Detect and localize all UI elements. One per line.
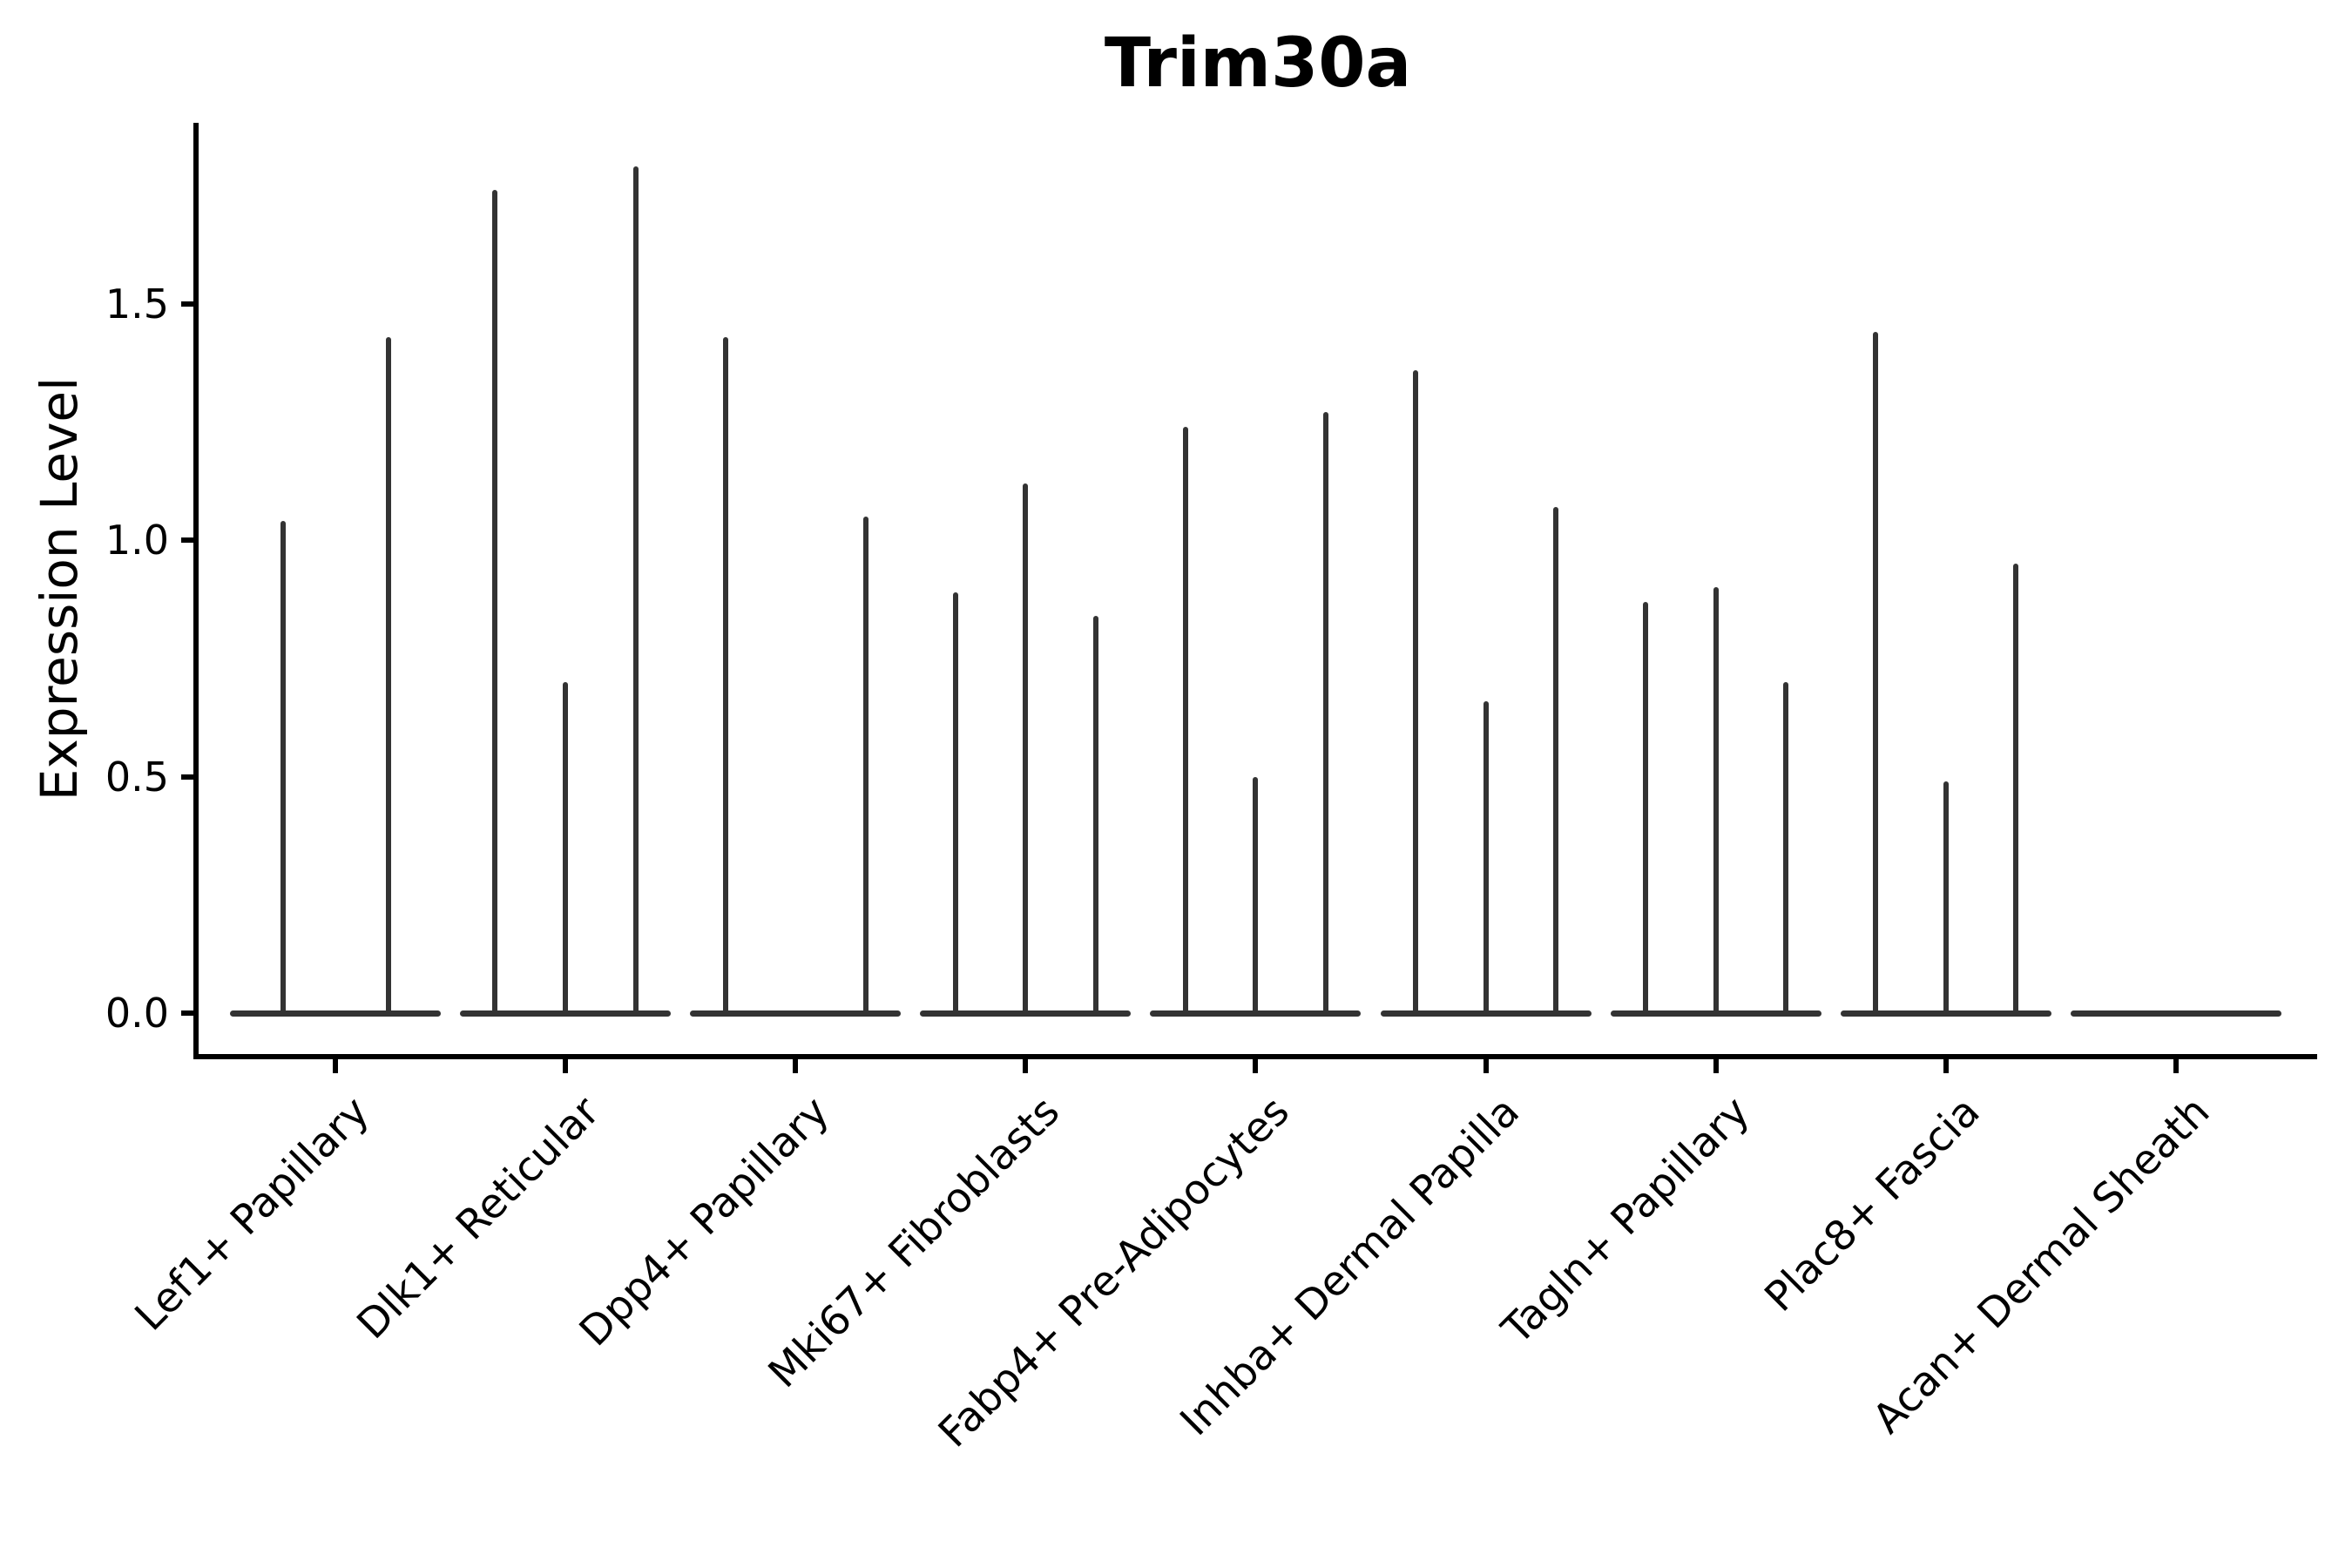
violin-spike (1323, 412, 1329, 1017)
violin-spike (862, 516, 868, 1017)
y-tick-label: 1.0 (105, 517, 169, 564)
violin-spike (1873, 332, 1879, 1017)
x-tick-mark (793, 1059, 799, 1073)
y-tick-label: 0.5 (105, 753, 169, 801)
violin-baseline (230, 1010, 441, 1017)
violin-spike (280, 521, 286, 1017)
violin-spike (1412, 369, 1418, 1017)
violin-spike (1023, 483, 1029, 1017)
violin-spike (1483, 700, 1489, 1017)
x-tick-mark (333, 1059, 338, 1073)
y-tick-label: 0.0 (105, 990, 169, 1037)
y-tick-mark (181, 537, 193, 543)
y-tick-label: 1.5 (105, 280, 169, 328)
x-axis-spine (193, 1054, 2317, 1059)
violin-spike (563, 681, 569, 1017)
x-tick-mark (2173, 1059, 2179, 1073)
x-tick-mark (1483, 1059, 1489, 1073)
y-tick-mark (181, 301, 193, 307)
x-tick-mark (1023, 1059, 1029, 1073)
violin-baseline (690, 1010, 902, 1017)
x-tick-mark (1713, 1059, 1719, 1073)
y-axis-label: Expression Level (30, 376, 89, 801)
violin-spike (1092, 615, 1098, 1017)
violin-spike (1553, 506, 1559, 1017)
violin-spike (1713, 587, 1719, 1017)
violin-baseline (2070, 1010, 2281, 1017)
violin-spike (492, 190, 498, 1017)
violin-spike (2013, 564, 2019, 1017)
violin-spike (952, 591, 958, 1017)
y-axis-spine (193, 123, 199, 1059)
y-tick-mark (181, 1010, 193, 1016)
violin-spike (1642, 601, 1648, 1017)
x-tick-label: Lef1+ Papillary (125, 1087, 379, 1341)
violin-spike (1783, 681, 1789, 1017)
violin-spike (1253, 776, 1259, 1017)
x-tick-mark (1943, 1059, 1949, 1073)
violin-spike (632, 166, 639, 1017)
x-tick-mark (1253, 1059, 1259, 1073)
x-tick-label: Tagln+ Papillary (1492, 1087, 1760, 1354)
y-tick-mark (181, 774, 193, 780)
violin-spike (1943, 781, 1949, 1017)
x-tick-label: Dpp4+ Papillary (571, 1087, 839, 1356)
violin-spike (722, 336, 728, 1017)
chart-title: Trim30a (1104, 24, 1412, 103)
x-tick-label: Dlk1+ Reticular (348, 1087, 609, 1349)
x-tick-label: Plac8+ Fascia (1755, 1087, 1990, 1321)
x-tick-mark (563, 1059, 569, 1073)
violin-spike (1182, 426, 1188, 1017)
violin-spike (385, 336, 391, 1017)
